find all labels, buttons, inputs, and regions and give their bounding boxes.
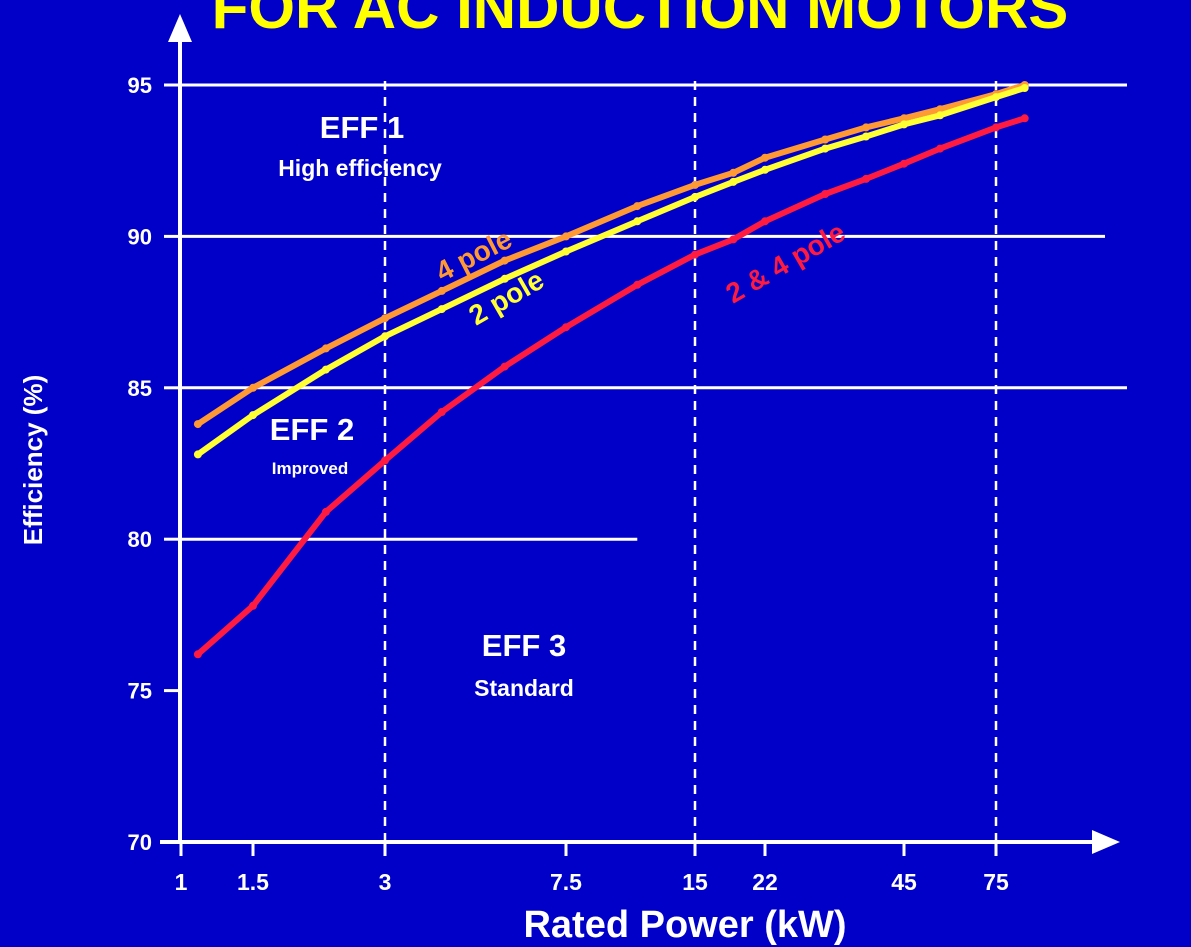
series-point (936, 111, 945, 120)
y-tick-label: 70 (128, 830, 152, 855)
series-point (691, 193, 699, 201)
series-point (381, 332, 389, 341)
x-tick-label: 22 (752, 869, 778, 895)
series-point (821, 190, 830, 198)
x-axis-arrow (1092, 830, 1120, 854)
axes (160, 14, 1120, 854)
x-tick-label: 75 (983, 869, 1009, 895)
series-point (321, 344, 330, 353)
series-point (821, 135, 830, 144)
series-point (862, 123, 870, 132)
series-point (691, 180, 699, 189)
series-point (1020, 84, 1029, 92)
y-ticks: 70 75 80 85 90 95 (128, 73, 180, 855)
series-point (936, 105, 945, 114)
series-point (936, 144, 945, 153)
series-point (633, 202, 642, 211)
series-point (761, 153, 769, 162)
series-point (562, 232, 570, 241)
series-point (900, 159, 908, 168)
series-point (321, 365, 330, 374)
series-point (381, 314, 389, 323)
y-tick-label: 75 (128, 679, 152, 704)
series-point (321, 507, 330, 516)
series-point (729, 177, 738, 186)
zone-eff2-subtitle: Improved (272, 459, 349, 478)
series-point (193, 420, 202, 429)
zone-eff1-title: EFF 1 (320, 110, 404, 145)
x-ticks: 1 1.5 3 7.5 15 22 45 75 (175, 842, 1009, 895)
y-tick-label: 85 (128, 376, 152, 401)
series-point (900, 114, 908, 123)
x-tick-label: 3 (379, 869, 392, 895)
y-tick-label: 95 (128, 73, 152, 98)
series-point (437, 305, 446, 314)
series-point (992, 123, 1000, 132)
x-tick-label: 7.5 (550, 869, 582, 895)
zone-eff3-title: EFF 3 (482, 628, 566, 663)
series-point (249, 383, 257, 392)
series-lines (193, 81, 1029, 659)
zone-eff1-subtitle: High efficiency (278, 155, 442, 181)
zone-eff3-subtitle: Standard (474, 675, 574, 701)
series-point (761, 165, 769, 174)
series-point (562, 247, 570, 256)
x-axis-label: Rated Power (kW) (523, 904, 846, 946)
series-point (381, 456, 389, 465)
series-point (249, 601, 257, 610)
series-point (992, 93, 1000, 102)
y-axis-arrow (168, 14, 192, 42)
x-tick-label: 1.5 (237, 869, 269, 895)
y-axis-label: Efficiency (%) (18, 375, 48, 546)
chart-title: FOR AC INDUCTION MOTORS (212, 0, 1069, 41)
series-point (900, 120, 908, 129)
y-tick-label: 90 (128, 224, 152, 249)
series-point (729, 168, 738, 177)
series-point (437, 408, 446, 416)
series-point (193, 450, 202, 459)
series-point (862, 174, 870, 183)
series-point (562, 323, 570, 332)
x-tick-label: 45 (891, 869, 917, 895)
series-point (500, 362, 509, 371)
series-point (633, 217, 642, 226)
zone-labels: EFF 1 High efficiency EFF 2 Improved EFF… (270, 110, 574, 701)
series-point (691, 250, 699, 259)
series-point (249, 411, 257, 420)
series-point (633, 280, 642, 289)
series-point (1020, 114, 1029, 123)
series-point (761, 217, 769, 226)
series-point (500, 274, 509, 283)
threshold-lines (180, 83, 1127, 541)
series-point (437, 286, 446, 295)
series-point (193, 650, 202, 659)
series-point (500, 256, 509, 265)
y-tick-label: 80 (128, 527, 152, 552)
x-tick-label: 1 (175, 869, 188, 895)
series-point (821, 144, 830, 153)
x-tick-label: 15 (682, 869, 708, 895)
series-point (862, 132, 870, 141)
series-point (729, 235, 738, 244)
zone-eff2-title: EFF 2 (270, 412, 354, 447)
